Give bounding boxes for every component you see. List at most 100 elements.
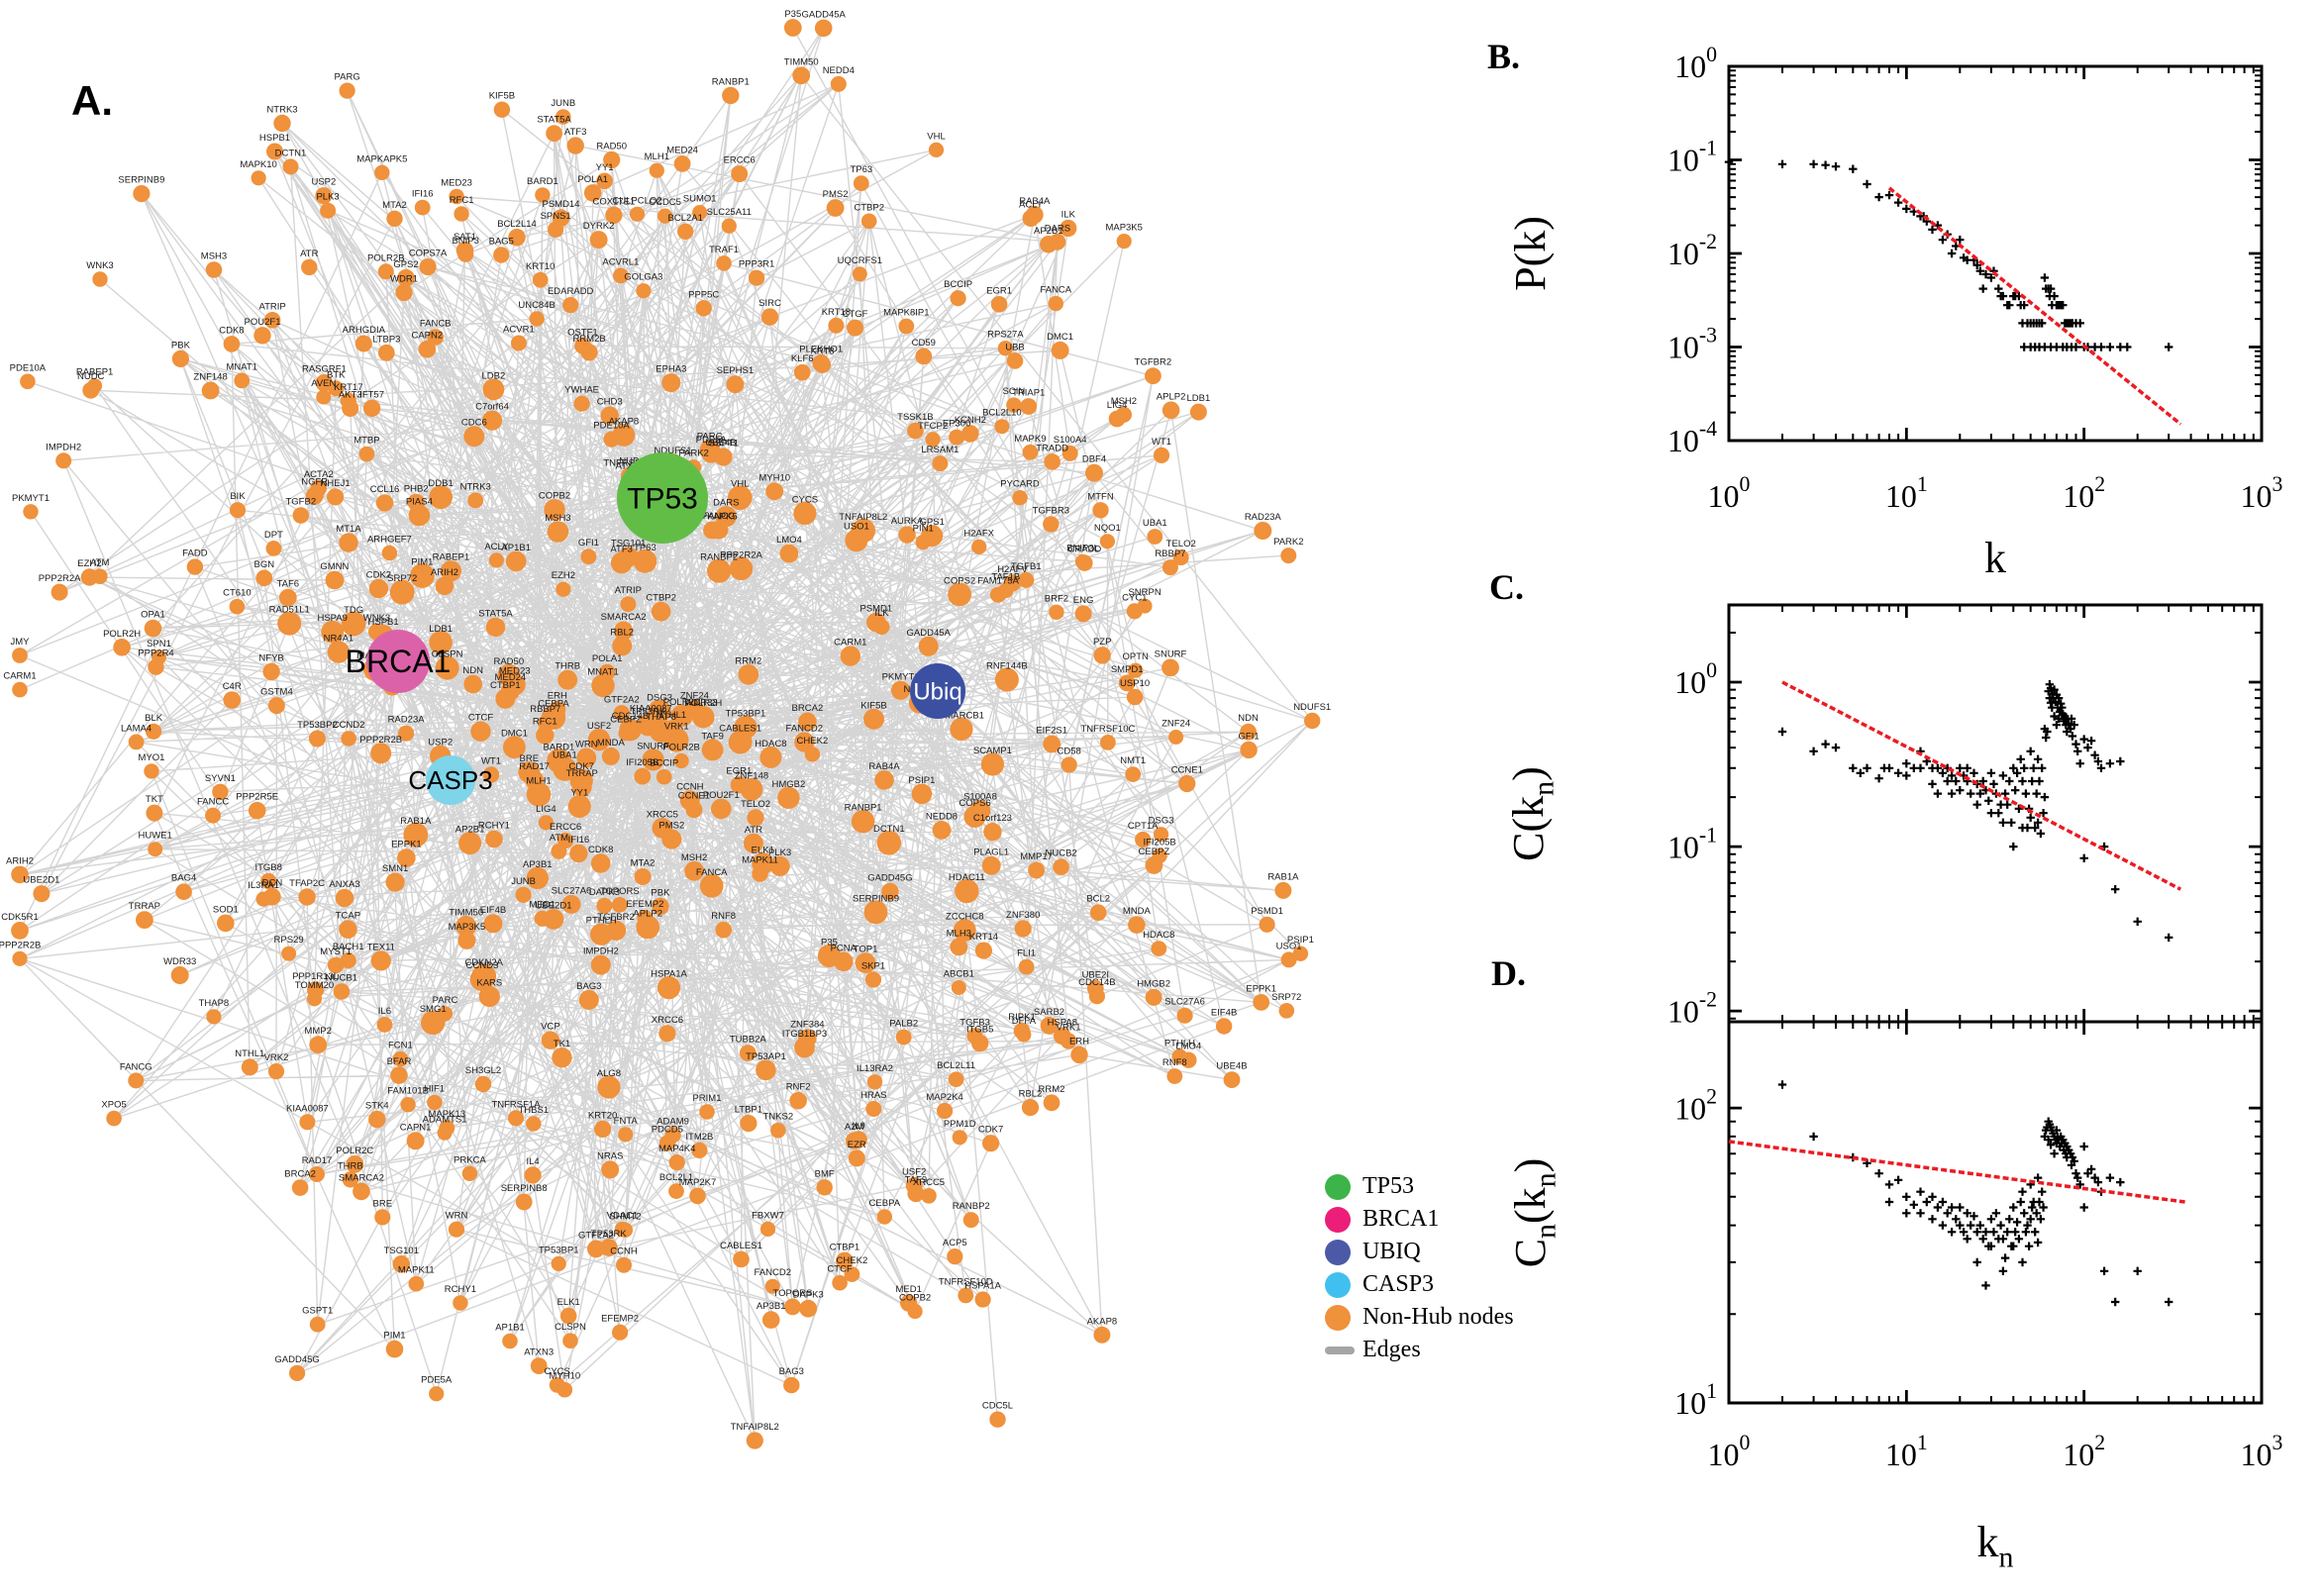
gene-label: UBE2D1 xyxy=(23,875,59,886)
gene-label: KRT17 xyxy=(334,382,362,393)
non-hub-node xyxy=(291,1179,309,1196)
gene-label: TSSK1B xyxy=(897,412,933,423)
gene-label: AKAP8 xyxy=(1087,1316,1118,1327)
gene-label: TGFBR2 xyxy=(597,912,634,923)
non-hub-node xyxy=(783,1376,800,1394)
non-hub-node xyxy=(370,950,391,971)
non-hub-node xyxy=(23,504,39,520)
ubiq-hub-label: Ubiq xyxy=(913,678,961,705)
non-hub-node xyxy=(983,823,1002,842)
non-hub-node xyxy=(953,919,976,942)
panel-b-plot: 100 101 102 103 100 10-1 10-2 10-3 10-4 k P(k) xyxy=(1506,43,2283,582)
gene-label: DCN xyxy=(262,878,283,889)
non-hub-node xyxy=(306,991,323,1007)
gene-label: USP2 xyxy=(311,177,336,188)
non-hub-node xyxy=(526,1116,542,1132)
non-hub-node xyxy=(731,165,749,183)
gene-label: PSIP1 xyxy=(1287,935,1314,946)
non-hub-node xyxy=(389,579,415,605)
non-hub-node xyxy=(691,1142,708,1158)
gene-label: TDG xyxy=(344,605,363,616)
gene-label: TP53BP1 xyxy=(726,709,766,720)
gene-label: RNF8 xyxy=(1162,1057,1187,1068)
legend-item-label: CASP3 xyxy=(1363,1271,1435,1297)
non-hub-node xyxy=(427,1094,443,1111)
gene-label: EIF4B xyxy=(1211,1008,1237,1019)
non-hub-node xyxy=(556,1381,573,1398)
non-hub-node xyxy=(392,1255,411,1273)
panel-d-plot: 100 101 102 103 102 101 kn Cn(kn) xyxy=(1506,1020,2283,1574)
non-hub-node xyxy=(784,1298,801,1316)
non-hub-node xyxy=(651,601,671,622)
non-hub-node xyxy=(281,946,297,961)
non-hub-node xyxy=(1253,994,1270,1011)
non-hub-node xyxy=(374,1209,391,1226)
non-hub-node xyxy=(518,761,541,783)
gene-label: MTFN xyxy=(1087,491,1114,502)
gene-label: PBK xyxy=(171,340,191,350)
gene-label: CCNE1 xyxy=(1171,765,1203,776)
non-hub-node xyxy=(1162,401,1180,420)
non-hub-node xyxy=(551,1255,566,1271)
network-nodes xyxy=(11,19,1321,1449)
non-hub-node xyxy=(1215,1018,1233,1035)
minor-ticks xyxy=(1729,1022,2262,1403)
non-hub-node xyxy=(266,143,283,160)
non-hub-node xyxy=(427,329,445,346)
gene-label: TGFBR3 xyxy=(1033,505,1069,516)
gene-label: ILK xyxy=(874,608,889,619)
casp3-hub-swatch-icon xyxy=(1325,1271,1351,1298)
non-hub-node xyxy=(1240,723,1257,741)
gene-label: DCTN1 xyxy=(873,824,905,835)
gene-label: NRAS xyxy=(597,1150,623,1161)
non-hub-node xyxy=(20,373,36,390)
gene-label: MSH2 xyxy=(1111,396,1137,407)
gene-label: LDB1 xyxy=(429,624,453,635)
non-hub-node xyxy=(891,680,911,700)
gene-label: BCL2L1 xyxy=(659,1172,693,1183)
non-hub-node xyxy=(377,344,395,361)
non-hub-node xyxy=(600,406,619,425)
gene-label: VHL xyxy=(731,479,749,490)
gene-label: PDCD5 xyxy=(652,1125,683,1136)
non-hub-node xyxy=(1003,574,1022,592)
gene-label: OPTN xyxy=(1123,651,1150,662)
gene-label: VDAC1 xyxy=(607,1211,639,1222)
gene-label: POLR2C xyxy=(663,697,701,708)
non-hub-node xyxy=(648,699,671,723)
y-tick-label: 10-1 xyxy=(1667,823,1717,864)
non-hub-node xyxy=(969,800,991,822)
non-hub-node xyxy=(1100,735,1116,750)
non-hub-node xyxy=(677,223,694,240)
non-hub-node xyxy=(386,210,403,227)
non-hub-node xyxy=(865,1101,882,1117)
non-hub-node xyxy=(1016,1027,1032,1043)
gene-label: NQO1 xyxy=(1094,523,1121,534)
non-hub-node xyxy=(455,242,474,259)
gene-label: SLC27A6 xyxy=(552,885,592,896)
non-hub-node xyxy=(538,715,554,731)
non-hub-node xyxy=(1070,1046,1088,1064)
gene-label: RIPK1 xyxy=(1008,1012,1035,1023)
non-hub-node xyxy=(1153,447,1170,463)
gene-label: CAPN1 xyxy=(400,1122,432,1133)
non-hub-node xyxy=(743,833,763,853)
non-hub-node xyxy=(1125,766,1142,782)
panel-c-plot: 100 10-1 10-2 C(kn) xyxy=(1504,603,2264,1029)
non-hub-node xyxy=(263,312,281,329)
non-hub-node xyxy=(12,648,28,663)
gene-label: BRCA2 xyxy=(792,703,824,714)
gene-label: TNFAIP8L2 xyxy=(839,512,887,523)
gene-label: PARG xyxy=(334,72,359,83)
gene-label: NTRK3 xyxy=(460,481,491,492)
gene-label: RRM2 xyxy=(735,655,761,666)
non-hub-node xyxy=(556,581,571,597)
x-tick-label: 102 xyxy=(2063,472,2105,514)
non-hub-node xyxy=(474,1075,492,1093)
gene-label: NTHL1 xyxy=(656,710,686,721)
gene-label: DARS xyxy=(713,498,739,509)
non-hub-node xyxy=(864,971,882,988)
gene-label: VRK1 xyxy=(1057,1022,1081,1033)
gene-label: TRIAP1 xyxy=(1012,388,1045,399)
gene-label: CRADD xyxy=(1068,545,1102,555)
